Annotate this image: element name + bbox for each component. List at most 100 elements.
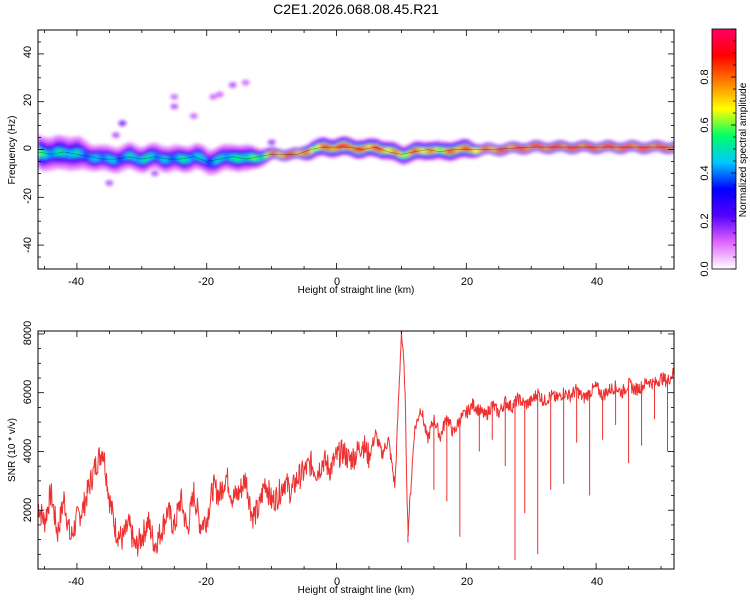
heat-cell [670, 145, 674, 151]
heat-scatter-point [209, 93, 218, 100]
heat-scatter-point [118, 120, 127, 127]
heat-cell [657, 143, 662, 149]
heat-cell [667, 146, 672, 151]
heat-cell [83, 151, 88, 159]
heat-cell [521, 146, 526, 152]
heat-cell [498, 148, 503, 153]
heat-cell [635, 144, 639, 149]
heat-cell [424, 148, 428, 155]
heat-cell [135, 155, 140, 162]
heat-cell [339, 143, 344, 149]
heat-cell [573, 145, 578, 151]
heat-cell [654, 143, 659, 149]
snr-x-axis-label: Height of straight line (km) [298, 585, 415, 596]
heat-cell [96, 154, 101, 162]
heat-cell [122, 154, 127, 161]
heat-cell [411, 148, 416, 155]
heat-cell [323, 143, 328, 150]
x-tick-label: -40 [68, 576, 84, 588]
heat-cell [537, 143, 542, 149]
heat-cell [352, 146, 357, 152]
heat-cell [631, 143, 636, 149]
x-tick-label: 20 [461, 576, 473, 588]
heat-cell [453, 147, 458, 154]
heat-cell [333, 145, 338, 151]
heat-cell [177, 154, 182, 162]
heat-cell [70, 150, 75, 158]
heat-cell [310, 147, 315, 153]
heat-cell [232, 154, 237, 162]
heat-cell [197, 153, 201, 160]
heat-cell [463, 145, 467, 151]
y-tick-label: 0 [22, 145, 34, 151]
heat-cell [674, 143, 678, 150]
heat-cell [674, 142, 678, 152]
heat-cell [602, 143, 607, 149]
heat-cell [222, 153, 227, 161]
heat-cell [547, 146, 552, 151]
heat-cell [394, 149, 399, 156]
heat-cell [557, 143, 562, 149]
x-tick-label: -20 [198, 576, 214, 588]
heat-scatter-point [111, 132, 120, 139]
heat-cell [375, 145, 380, 151]
heat-scatter-point [241, 79, 250, 86]
heat-cell [164, 156, 169, 163]
heat-cell [174, 154, 179, 161]
y-tick-label: 2000 [22, 498, 34, 522]
heat-cell [268, 151, 273, 157]
heat-cell [261, 154, 266, 160]
heat-cell [385, 147, 390, 154]
heat-cell [242, 154, 247, 161]
snr-frame [37, 330, 675, 570]
heat-cell [570, 146, 575, 151]
heat-cell [99, 154, 104, 161]
heat-cell [235, 155, 240, 162]
heat-cell [566, 145, 571, 151]
heat-cell [125, 152, 130, 160]
x-tick-label: -40 [68, 276, 84, 288]
heat-cell [89, 154, 94, 162]
heat-cell [93, 155, 98, 162]
heat-cell [281, 153, 286, 158]
heat-cell [106, 154, 110, 162]
heat-cell [346, 143, 351, 150]
heat-cell [674, 144, 678, 150]
heat-cell [550, 145, 555, 151]
heat-cell [391, 148, 396, 154]
heat-cell [115, 157, 120, 164]
x-tick-label: 0 [334, 576, 340, 588]
spectrogram-heat-layer [38, 79, 678, 186]
heat-cell [628, 143, 633, 149]
heat-cell [219, 154, 224, 162]
heat-scatter-point [105, 179, 114, 186]
heat-cell [674, 142, 678, 150]
snr-y-axis-label: SNR (10 * v/v) [7, 418, 18, 482]
spectrogram-x-axis-label: Height of straight line (km) [298, 285, 415, 296]
heat-cell [304, 150, 308, 156]
heat-cell [446, 148, 451, 155]
snr-dips [407, 380, 669, 561]
heat-cell [459, 145, 464, 152]
heat-cell [560, 143, 565, 149]
heat-cell [73, 149, 78, 157]
heat-cell [592, 146, 597, 151]
heat-cell [274, 151, 279, 157]
heat-cell [291, 151, 295, 156]
heat-cell [271, 150, 276, 156]
heat-cell [641, 146, 646, 151]
heat-cell [437, 147, 441, 153]
heat-cell [469, 147, 474, 153]
heat-cell [644, 145, 649, 151]
heat-cell [44, 150, 49, 158]
y-tick-label: 4000 [22, 439, 34, 463]
heat-scatter-point [170, 103, 179, 110]
ridge-centerline [38, 146, 674, 162]
heat-scatter-point [267, 139, 276, 146]
heat-cell [378, 146, 383, 153]
heat-cell [184, 156, 188, 163]
colorbar-ticks [711, 28, 737, 270]
heat-cell [420, 148, 425, 154]
y-tick-label: 6000 [22, 380, 34, 404]
